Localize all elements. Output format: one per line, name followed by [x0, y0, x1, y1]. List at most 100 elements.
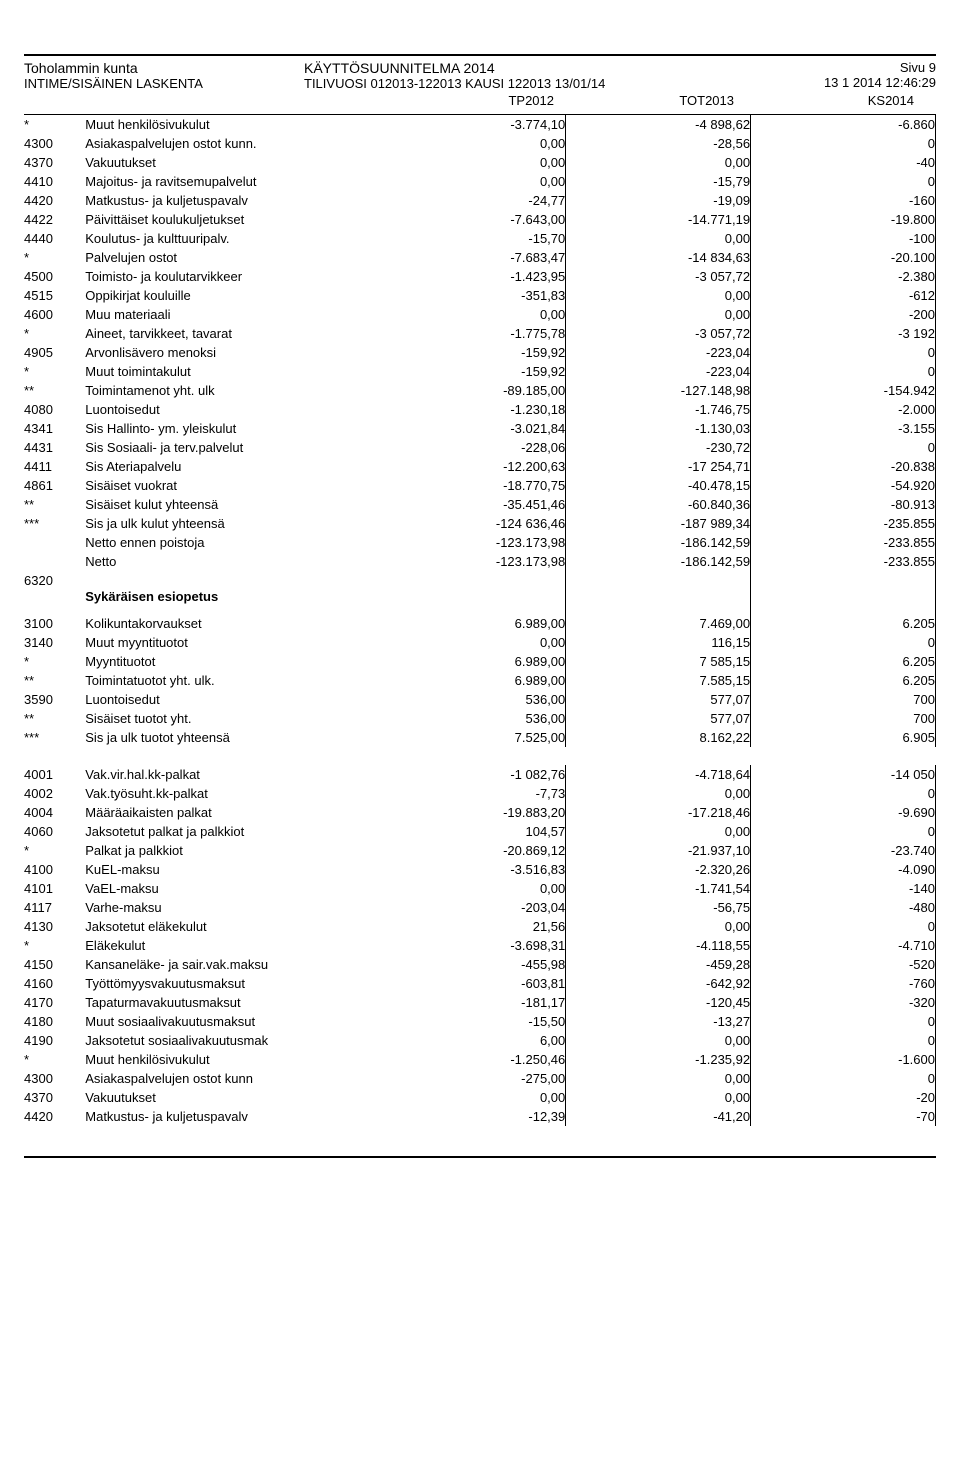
cell-tot2013: 0,00: [566, 153, 751, 172]
row-code: *: [24, 324, 85, 343]
cell-tot2013: -1.741,54: [566, 879, 751, 898]
table-row: 4500Toimisto- ja koulutarvikkeer-1.423,9…: [24, 267, 936, 286]
cell-tot2013: -40.478,15: [566, 476, 751, 495]
cell-ks2014: 0: [751, 362, 936, 381]
row-code: 4060: [24, 822, 85, 841]
row-code: 4411: [24, 457, 85, 476]
table-row: 4080Luontoisedut-1.230,18-1.746,75-2.000: [24, 400, 936, 419]
cell-ks2014: -23.740: [751, 841, 936, 860]
cell-ks2014: 0: [751, 1069, 936, 1088]
cell-ks2014: 700: [751, 690, 936, 709]
row-code: [24, 533, 85, 552]
row-code: 4001: [24, 765, 85, 784]
cell-ks2014: -480: [751, 898, 936, 917]
row-code: 4410: [24, 172, 85, 191]
row-code: *: [24, 841, 85, 860]
table-row: 4160Työttömyysvakuutusmaksut-603,81-642,…: [24, 974, 936, 993]
table-row: *Muut henkilösivukulut-3.774,10-4 898,62…: [24, 115, 936, 134]
cell-ks2014: -233.855: [751, 552, 936, 571]
row-desc: VaEL-maksu: [85, 879, 381, 898]
row-code: *: [24, 1050, 85, 1069]
table-row: *Palvelujen ostot-7.683,47-14 834,63-20.…: [24, 248, 936, 267]
row-code: *: [24, 115, 85, 134]
cell-ks2014: -20.838: [751, 457, 936, 476]
cell-tot2013: 7.469,00: [566, 614, 751, 633]
report-title: KÄYTTÖSUUNNITELMA 2014: [304, 60, 736, 76]
row-desc: Sis Sosiaali- ja terv.palvelut: [85, 438, 381, 457]
cell-tp2012: -1.250,46: [381, 1050, 565, 1069]
cell-tp2012: 6.989,00: [381, 671, 565, 690]
cell-tot2013: 0,00: [566, 822, 751, 841]
table-row: 4100KuEL-maksu-3.516,83-2.320,26-4.090: [24, 860, 936, 879]
cell-tot2013: 7.585,15: [566, 671, 751, 690]
row-code: 4341: [24, 419, 85, 438]
report-timestamp: 13 1 2014 12:46:29: [736, 75, 936, 90]
cell-tp2012: 536,00: [381, 690, 565, 709]
table-row: 4190Jaksotetut sosiaalivakuutusmak6,000,…: [24, 1031, 936, 1050]
cell-tot2013: -17.218,46: [566, 803, 751, 822]
cell-tot2013: -60.840,36: [566, 495, 751, 514]
row-desc: Varhe-maksu: [85, 898, 381, 917]
cell-tot2013: -186.142,59: [566, 552, 751, 571]
cell-ks2014: -235.855: [751, 514, 936, 533]
cell-tp2012: -181,17: [381, 993, 565, 1012]
table-row: 4341Sis Hallinto- ym. yleiskulut-3.021,8…: [24, 419, 936, 438]
cell-tp2012: -7,73: [381, 784, 565, 803]
row-desc: Matkustus- ja kuljetuspavalv: [85, 191, 381, 210]
row-code: 4905: [24, 343, 85, 362]
row-code: 4515: [24, 286, 85, 305]
cell-ks2014: -4.710: [751, 936, 936, 955]
cell-tot2013: -4.718,64: [566, 765, 751, 784]
cell-ks2014: -520: [751, 955, 936, 974]
table-row: 4420Matkustus- ja kuljetuspavalv-24,77-1…: [24, 191, 936, 210]
table-row: 4060Jaksotetut palkat ja palkkiot104,570…: [24, 822, 936, 841]
table-row: 4420Matkustus- ja kuljetuspavalv-12,39-4…: [24, 1107, 936, 1126]
row-code: 4300: [24, 134, 85, 153]
row-code: 4300: [24, 1069, 85, 1088]
cell-tp2012: -275,00: [381, 1069, 565, 1088]
row-code: 4002: [24, 784, 85, 803]
row-desc: Asiakaspalvelujen ostot kunn.: [85, 134, 381, 153]
cell-tot2013: -19,09: [566, 191, 751, 210]
cell-ks2014: 0: [751, 172, 936, 191]
cell-tot2013: 577,07: [566, 709, 751, 728]
cell-ks2014: 0: [751, 343, 936, 362]
row-desc: Jaksotetut palkat ja palkkiot: [85, 822, 381, 841]
cell-tot2013: -127.148,98: [566, 381, 751, 400]
table-row: 4370Vakuutukset0,000,00-20: [24, 1088, 936, 1107]
row-code: 4004: [24, 803, 85, 822]
cell-tot2013: -642,92: [566, 974, 751, 993]
row-code: 4370: [24, 1088, 85, 1107]
cell-tot2013: -13,27: [566, 1012, 751, 1031]
cell-tot2013: 577,07: [566, 690, 751, 709]
cell-ks2014: 6.205: [751, 652, 936, 671]
cell-tot2013: -120,45: [566, 993, 751, 1012]
table-row: 4101VaEL-maksu0,00-1.741,54-140: [24, 879, 936, 898]
cell-tp2012: -3.021,84: [381, 419, 565, 438]
row-code: ***: [24, 728, 85, 747]
row-code: **: [24, 709, 85, 728]
table-row: 4150Kansaneläke- ja sair.vak.maksu-455,9…: [24, 955, 936, 974]
row-desc: Vak.vir.hal.kk-palkat: [85, 765, 381, 784]
cell-tp2012: 6.989,00: [381, 652, 565, 671]
cell-tot2013: -186.142,59: [566, 533, 751, 552]
table-row: 4440Koulutus- ja kulttuuripalv.-15,700,0…: [24, 229, 936, 248]
cell-tot2013: -223,04: [566, 343, 751, 362]
cell-ks2014: -9.690: [751, 803, 936, 822]
cell-tp2012: -15,50: [381, 1012, 565, 1031]
cell-tot2013: -3 057,72: [566, 324, 751, 343]
table-row: 4431Sis Sosiaali- ja terv.palvelut-228,0…: [24, 438, 936, 457]
row-code: [24, 552, 85, 571]
row-code: *: [24, 652, 85, 671]
cell-ks2014: 0: [751, 1012, 936, 1031]
row-desc: Oppikirjat kouluille: [85, 286, 381, 305]
row-desc: Jaksotetut eläkekulut: [85, 917, 381, 936]
row-desc: Sisäiset tuotot yht.: [85, 709, 381, 728]
row-desc: Myyntituotot: [85, 652, 381, 671]
cell-tp2012: -89.185,00: [381, 381, 565, 400]
cell-tot2013: -230,72: [566, 438, 751, 457]
cell-tp2012: -19.883,20: [381, 803, 565, 822]
table-row: 4370Vakuutukset0,000,00-40: [24, 153, 936, 172]
row-code: 4500: [24, 267, 85, 286]
row-code: *: [24, 936, 85, 955]
